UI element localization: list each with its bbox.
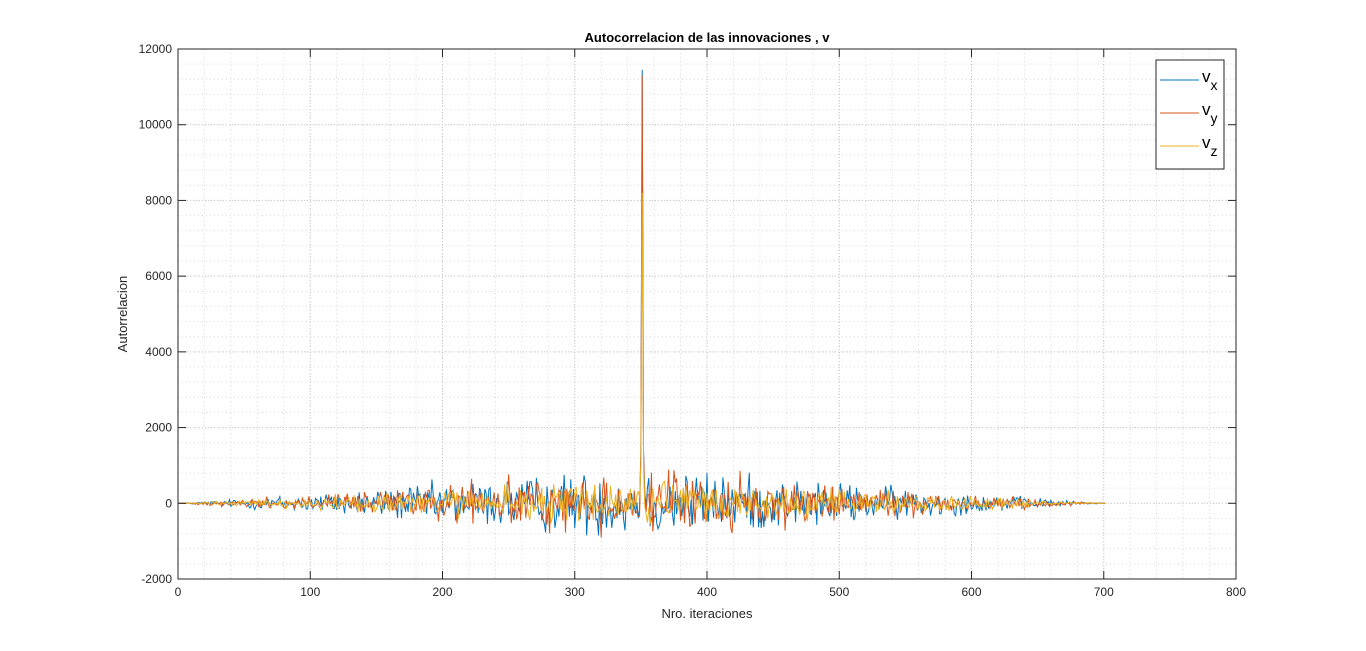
tick-marks — [177, 48, 1237, 580]
y-tick-label: 4000 — [145, 345, 172, 359]
x-tick-label: 400 — [697, 585, 717, 599]
y-axis-label: Autorrelacion — [115, 276, 130, 353]
chart-title: Autocorrelacion de las innovaciones , v — [585, 30, 831, 45]
x-tick-label: 0 — [175, 585, 182, 599]
legend-subscript-z: z — [1211, 143, 1218, 159]
y-tick-label: 12000 — [139, 42, 173, 56]
y-tick-label: -2000 — [141, 572, 172, 586]
y-tick-label: 10000 — [139, 118, 173, 132]
y-tick-label: 8000 — [145, 193, 172, 207]
y-tick-label: 6000 — [145, 269, 172, 283]
legend-subscript-y: y — [1211, 110, 1218, 126]
x-tick-label: 200 — [432, 585, 452, 599]
series-line-z — [179, 192, 1106, 525]
series-layer — [179, 69, 1106, 538]
x-axis-label: Nro. iteraciones — [661, 606, 753, 621]
legend-box — [1155, 59, 1225, 170]
x-tick-label: 700 — [1094, 585, 1114, 599]
x-tick-label: 500 — [829, 585, 849, 599]
legend-subscript-x: x — [1211, 77, 1218, 93]
series-line-y — [179, 75, 1106, 538]
series-line-x — [179, 69, 1106, 536]
x-tick-labels: 0 100 200 300 400 500 600 700 800 — [175, 585, 1247, 599]
y-tick-label: 0 — [165, 496, 172, 510]
x-tick-label: 100 — [300, 585, 320, 599]
x-tick-label: 800 — [1226, 585, 1246, 599]
y-tick-labels: -2000 0 2000 4000 6000 8000 10000 12000 — [139, 42, 173, 586]
y-tick-label: 2000 — [145, 421, 172, 435]
x-tick-label: 600 — [961, 585, 981, 599]
x-tick-label: 300 — [565, 585, 585, 599]
